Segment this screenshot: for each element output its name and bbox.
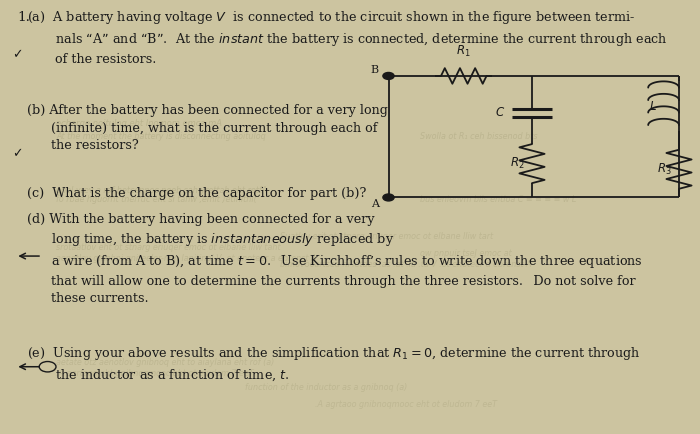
- Text: srotaatlov eht ot stnarg eriuqer emoc ot elbane lliw taht: srotaatlov eht ot stnarg eriuqer emoc ot…: [56, 243, 281, 252]
- Text: At the moment the battery is disconnecting aoituloq: At the moment the battery is disconnecti…: [56, 132, 266, 141]
- Text: Swolla ot R₁ ceh bissenod bts: Swolla ot R₁ ceh bissenod bts: [420, 132, 538, 141]
- Circle shape: [383, 72, 394, 79]
- Text: ow pnpuir tseJ emoc at: ow pnpuir tseJ emoc at: [420, 250, 512, 258]
- Text: ✓: ✓: [13, 48, 23, 61]
- Text: $L$: $L$: [649, 100, 657, 113]
- Text: bimovooartsed ni letdes .as .at .la .ta V .ot enoteer a ebrenst A: bimovooartsed ni letdes .as .at .la .ta …: [280, 260, 531, 269]
- Text: A: A: [371, 199, 379, 209]
- Text: function of the inductor as a gnibnoq (a): function of the inductor as a gnibnoq (a…: [245, 383, 407, 391]
- Text: $R_3$: $R_3$: [657, 162, 672, 177]
- Text: bus enieovm bils entloa C ≡ ≡ ≡ ≡ w L: bus enieovm bils entloa C ≡ ≡ ≡ ≡ w L: [420, 195, 576, 204]
- Text: .A agrtaoo gnibnoqmooc eht ot eludom 7 eeT: .A agrtaoo gnibnoqmooc eht ot eludom 7 e…: [315, 400, 497, 409]
- Text: ✓: ✓: [13, 148, 23, 161]
- Text: $C$: $C$: [495, 106, 505, 119]
- Text: fo rbae hguorht tnerruc eht si tahw ,emit )etinitni(: fo rbae hguorht tnerruc eht si tahw ,emi…: [56, 195, 257, 204]
- Text: 1.: 1.: [18, 11, 30, 24]
- Text: (c)  What is the charge on the capacitor for part (b)?: (c) What is the charge on the capacitor …: [27, 187, 366, 200]
- Text: gnol yrev a rof betcennoc neeb sah yrettab eht retfA: gnol yrev a rof betcennoc neeb sah yrett…: [56, 187, 267, 195]
- Text: $R_1$: $R_1$: [456, 43, 471, 59]
- Text: Suatlov erit ot stnarg eriuqer emoc ot elbane lliw tart: Suatlov erit ot stnarg eriuqer emoc ot e…: [280, 232, 493, 241]
- Text: (d) With the battery having been connected for a very
      long time, the batte: (d) With the battery having been connect…: [27, 213, 643, 306]
- Text: aetate otz aenotlov gnibnoq eht to aiaylana eht rof (a): aetate otz aenotlov gnibnoq eht to aiayl…: [56, 358, 274, 367]
- Text: (a)  A battery having voltage $V$  is connected to the circuit shown in the figu: (a) A battery having voltage $V$ is conn…: [27, 9, 667, 66]
- Circle shape: [383, 194, 394, 201]
- Text: .A agrtaoo eht gnibnoqmooc eht ot eludom 7 eeT: .A agrtaoo eht gnibnoqmooc eht ot eludom…: [56, 369, 253, 378]
- Text: (e)  Using your above results and the simplification that $R_1 = 0$, determine t: (e) Using your above results and the sim…: [27, 345, 640, 382]
- Text: (b) After the battery has been connected for a very long
      (infinite) time, : (b) After the battery has been connected…: [27, 104, 388, 152]
- Text: B: B: [370, 65, 379, 75]
- Text: echarge noituloq eht lnomom emca mA: echarge noituloq eht lnomom emca mA: [56, 119, 222, 128]
- Text: $R_2$: $R_2$: [510, 156, 525, 171]
- Text: aenotlov gniobni gniteeler-non lanitinai V .ot enoteer a ebrenst A: aenotlov gniobni gniteeler-non lanitinai…: [56, 254, 316, 263]
